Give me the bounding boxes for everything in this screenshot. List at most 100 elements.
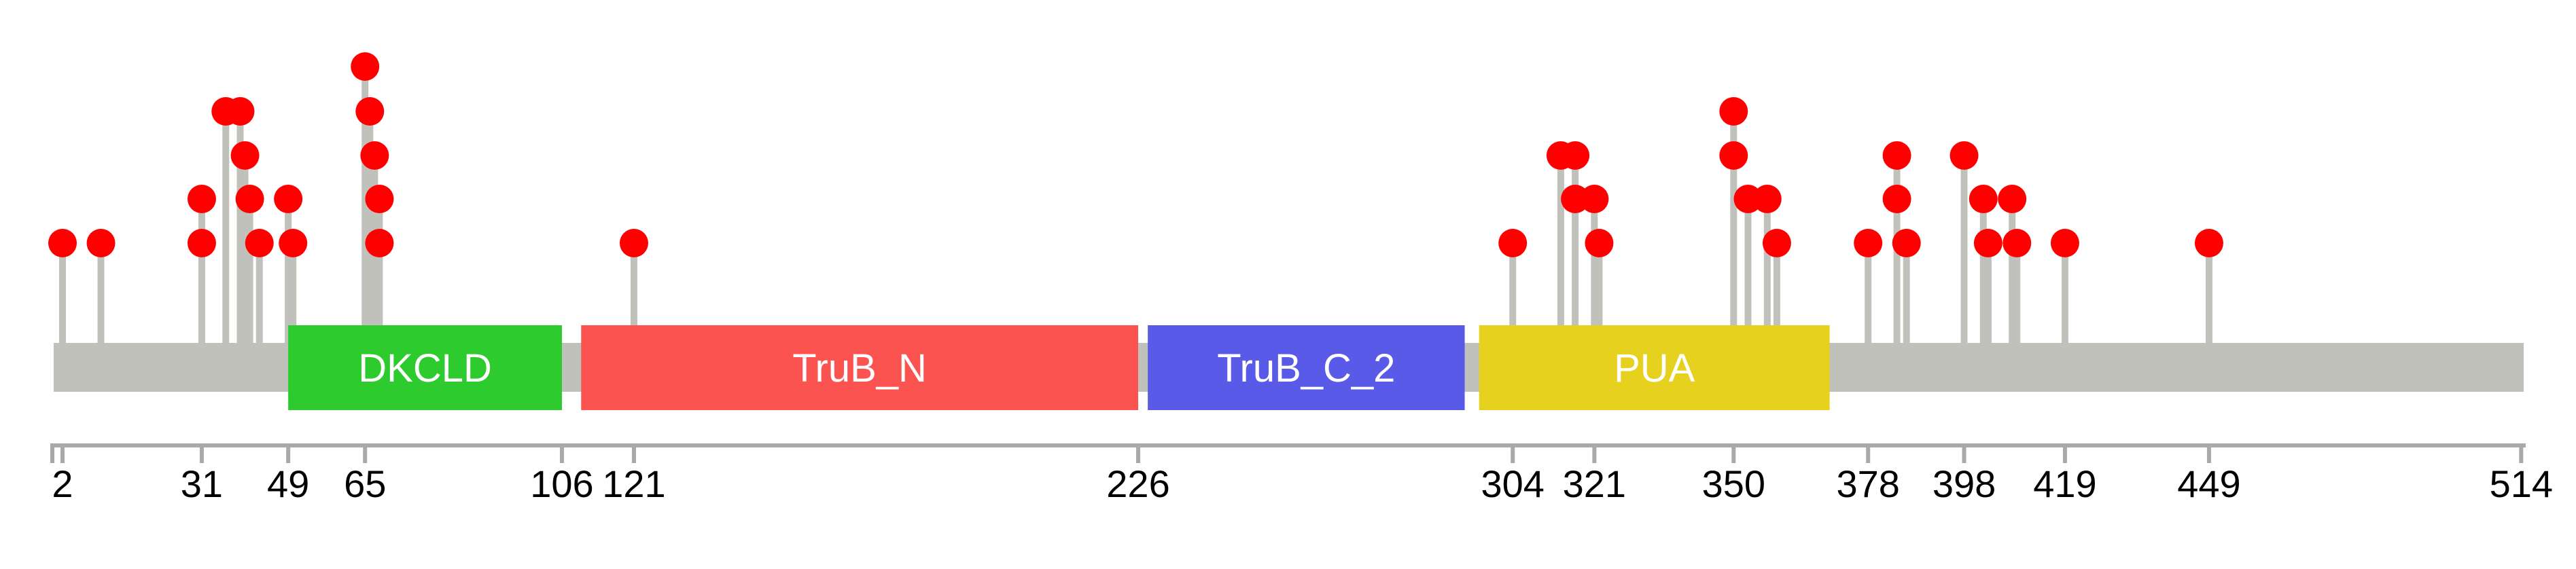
mutation-circle-39 <box>226 97 255 126</box>
lollipop-stem <box>2013 243 2021 367</box>
x-axis-line <box>51 443 2526 447</box>
lollipop-stem <box>1591 199 1598 367</box>
lollipop-stem <box>1730 111 1737 367</box>
lollipop-stem <box>2009 199 2016 367</box>
mutation-circle-66 <box>355 97 385 126</box>
lollipop-stem <box>1903 243 1910 367</box>
axis-tick-label-514: 514 <box>2490 462 2553 505</box>
mutation-circle-321 <box>1580 185 1609 213</box>
mutation-circle-378 <box>1854 229 1883 257</box>
lollipop-stem <box>630 243 637 367</box>
mutation-circle-384 <box>1882 185 1911 213</box>
axis-tick-label-449: 449 <box>2177 462 2240 505</box>
axis-tick-label-49: 49 <box>267 462 309 505</box>
lollipop-stem <box>222 111 230 367</box>
domain-label-PUA: PUA <box>1614 346 1695 390</box>
lollipop-stem <box>1865 243 1872 367</box>
mutation-circle-317 <box>1561 141 1590 170</box>
axis-tick-label-304: 304 <box>1481 462 1545 505</box>
lollipop-stem <box>285 199 292 367</box>
mutation-circle-65 <box>351 52 380 81</box>
axis-tick-label-419: 419 <box>2033 462 2096 505</box>
mutation-circle-322 <box>1585 229 1614 257</box>
mutation-circle-67 <box>360 141 389 170</box>
domain-label-TruB_C_2: TruB_C_2 <box>1217 346 1395 390</box>
mutation-circle-398 <box>1949 141 1979 170</box>
mutation-circle-409 <box>2002 229 2032 257</box>
axis-tick-378 <box>1866 443 1871 463</box>
mutation-circle-449 <box>2194 229 2223 257</box>
lollipop-stem <box>2061 243 2068 367</box>
mutation-circle-10 <box>86 229 116 257</box>
lollipop-stem <box>198 199 205 367</box>
axis-tick-2 <box>60 443 65 463</box>
axis-tick-49 <box>286 443 291 463</box>
lollipop-stem <box>246 199 253 367</box>
mutation-circle-384 <box>1882 141 1911 170</box>
axis-tick-121 <box>631 443 636 463</box>
mutation-circle-386 <box>1892 229 1921 257</box>
lollipop-stem <box>371 155 378 367</box>
mutation-circle-350 <box>1719 97 1748 126</box>
mutation-circle-31 <box>187 185 216 213</box>
axis-tick-514 <box>2519 443 2524 463</box>
axis-tick-350 <box>1731 443 1736 463</box>
lollipop-stem <box>1763 199 1771 367</box>
axis-tick-226 <box>1136 443 1141 463</box>
axis-tick-label-226: 226 <box>1106 462 1169 505</box>
lollipop-stem <box>1595 243 1603 367</box>
x-axis: 2 31 49 65 106 121 226 304 321 350 378 398 419 449 514 <box>50 443 2553 505</box>
domain-box-DKCLD <box>288 325 562 410</box>
mutation-circle-403 <box>1973 229 2002 257</box>
x-axis-endcap-tick <box>50 443 54 463</box>
axis-tick-label-31: 31 <box>181 462 223 505</box>
lollipop-stem <box>1572 155 1579 367</box>
axis-tick-398 <box>1962 443 1966 463</box>
axis-tick-label-378: 378 <box>1836 462 1899 505</box>
mutation-circle-31 <box>187 229 216 257</box>
mutation-circle-41 <box>235 185 264 213</box>
lollipop-stem <box>1960 155 1968 367</box>
axis-tick-label-106: 106 <box>530 462 593 505</box>
domain-track: DKCLD TruB_N TruB_C_2 PUA <box>288 325 1830 410</box>
mutation-circle-2 <box>48 229 77 257</box>
lollipop-stem <box>376 199 383 367</box>
lollipop-stem <box>1773 243 1780 367</box>
mutation-circle-49 <box>274 185 303 213</box>
lollipop-stem <box>255 243 263 367</box>
lollipop-stem <box>97 243 105 367</box>
axis-tick-304 <box>1511 443 1515 463</box>
lollipop-stems <box>59 67 2212 367</box>
domain-label-DKCLD: DKCLD <box>358 346 492 390</box>
mutation-circle-68 <box>365 185 394 213</box>
domain-box-TruB_N <box>581 325 1139 410</box>
axis-tick-31 <box>199 443 204 463</box>
domain-label-TruB_N: TruB_N <box>792 346 927 390</box>
axis-tick-label-321: 321 <box>1563 462 1626 505</box>
mutation-circle-43 <box>245 229 274 257</box>
lollipop-stem <box>1893 155 1901 367</box>
mutation-circles <box>48 52 2223 257</box>
domain-box-PUA <box>1479 325 1830 410</box>
lollipop-stem <box>241 155 249 367</box>
lollipop-stem <box>2205 243 2212 367</box>
mutation-circle-50 <box>279 229 308 257</box>
axis-tick-label-121: 121 <box>602 462 665 505</box>
mutation-circle-121 <box>619 229 648 257</box>
lollipop-stem <box>1744 199 1752 367</box>
axis-tick-label-2: 2 <box>52 462 73 505</box>
axis-tick-106 <box>559 443 564 463</box>
mutation-circle-304 <box>1498 229 1528 257</box>
axis-tick-419 <box>2062 443 2067 463</box>
axis-tick-65 <box>363 443 368 463</box>
mutation-circle-402 <box>1969 185 1998 213</box>
mutation-circle-419 <box>2050 229 2079 257</box>
axis-tick-321 <box>1592 443 1597 463</box>
lollipop-stem <box>59 243 66 367</box>
domain-box-TruB_C_2 <box>1148 325 1465 410</box>
mutation-circle-408 <box>1998 185 2027 213</box>
axis-tick-label-398: 398 <box>1933 462 1996 505</box>
lollipop-stem <box>1979 199 1987 367</box>
